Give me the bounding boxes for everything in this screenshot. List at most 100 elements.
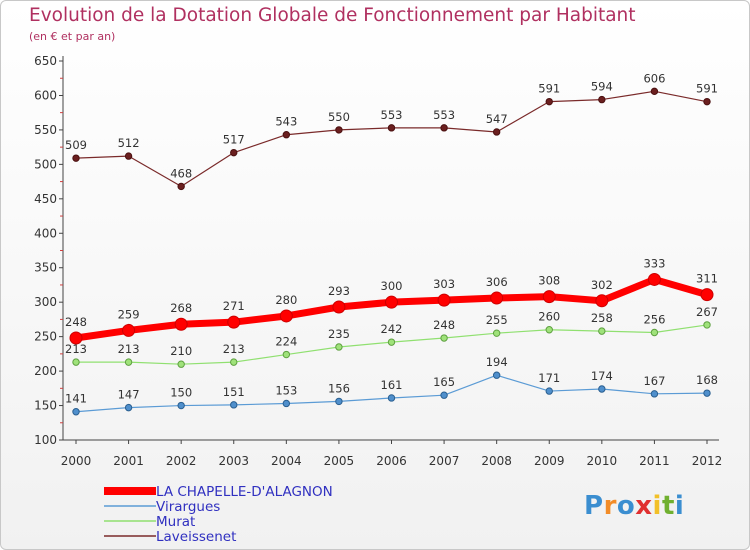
data-label: 213 (65, 342, 87, 356)
legend-item: Laveissenet (104, 530, 333, 545)
data-label: 260 (538, 310, 560, 324)
data-label: 543 (275, 115, 297, 129)
x-tick-label: 2006 (376, 454, 407, 468)
data-point (440, 124, 448, 132)
data-label: 509 (65, 138, 87, 152)
data-label: 308 (538, 274, 560, 288)
data-point (335, 126, 343, 134)
data-point (650, 87, 659, 96)
data-point (703, 321, 711, 329)
data-point (387, 124, 396, 132)
logo-letter: i (674, 491, 685, 521)
data-point (387, 338, 396, 346)
data-label: 268 (170, 301, 192, 315)
data-point (387, 394, 396, 402)
data-label: 302 (591, 278, 613, 292)
data-point (230, 401, 238, 409)
logo-letter: o (616, 491, 636, 521)
data-point (124, 358, 133, 366)
data-point (335, 397, 343, 406)
y-tick-label: 200 (34, 364, 57, 378)
x-tick-label: 2003 (218, 454, 249, 468)
data-point (650, 390, 659, 398)
data-label: 468 (170, 166, 192, 180)
x-tick-label: 2007 (429, 454, 460, 468)
data-label: 303 (433, 277, 455, 291)
legend-swatch (104, 483, 156, 502)
data-point (492, 128, 501, 136)
data-point (282, 350, 291, 359)
data-label: 161 (381, 378, 403, 392)
data-label: 235 (328, 327, 350, 341)
legend-label: Laveissenet (156, 529, 237, 545)
proxiti-logo: Proxiti (584, 491, 684, 521)
data-label: 210 (170, 344, 192, 358)
data-label: 147 (118, 388, 140, 402)
legend-label: Murat (156, 514, 196, 530)
legend-label: Virargues (156, 499, 221, 515)
data-point (440, 391, 448, 399)
data-point (595, 294, 609, 308)
data-point (124, 152, 133, 160)
data-point (282, 131, 291, 139)
x-tick-label: 2005 (324, 454, 355, 468)
data-label: 156 (328, 381, 350, 395)
data-point (385, 295, 398, 309)
data-point (72, 154, 80, 162)
x-tick-label: 2011 (639, 454, 670, 468)
data-label: 256 (643, 313, 665, 327)
data-point (174, 317, 188, 331)
data-point (124, 403, 133, 412)
data-label: 168 (696, 373, 718, 387)
data-label: 591 (696, 82, 718, 96)
legend-label: LA CHAPELLE-D'ALAGNON (156, 484, 333, 500)
y-tick-label: 350 (34, 261, 57, 275)
x-tick-label: 2008 (481, 454, 512, 468)
data-label: 591 (538, 82, 560, 96)
y-tick-label: 550 (34, 123, 57, 137)
data-label: 553 (381, 108, 403, 122)
logo-letter: t (661, 491, 675, 521)
data-label: 213 (118, 342, 140, 356)
data-label: 242 (381, 322, 403, 336)
data-point (230, 358, 238, 366)
data-point (282, 399, 291, 408)
data-point (227, 315, 241, 329)
data-label: 255 (486, 313, 508, 327)
legend-item: Virargues (104, 500, 333, 515)
y-tick-label: 600 (34, 88, 57, 102)
legend-item: Murat (104, 515, 333, 530)
y-tick-label: 300 (34, 295, 57, 309)
data-point (545, 387, 553, 395)
logo-letter: i (652, 491, 662, 521)
legend-item: LA CHAPELLE-D'ALAGNON (104, 485, 333, 500)
data-point (545, 97, 553, 106)
x-tick-label: 2010 (587, 454, 618, 468)
legend-swatch (104, 513, 156, 532)
data-label: 151 (223, 385, 245, 399)
data-point (122, 323, 136, 337)
data-label: 224 (275, 335, 297, 349)
y-tick-label: 450 (34, 192, 57, 206)
data-point (490, 291, 504, 305)
data-label: 606 (643, 71, 665, 85)
data-label: 153 (275, 383, 297, 397)
data-label: 213 (223, 342, 245, 356)
data-label: 194 (486, 355, 508, 369)
data-point (69, 331, 83, 345)
data-label: 258 (591, 311, 613, 325)
data-label: 547 (486, 112, 508, 126)
y-tick-label: 500 (34, 157, 57, 171)
data-point (542, 290, 556, 304)
data-point (177, 182, 185, 191)
legend: LA CHAPELLE-D'ALAGNON Virargues Murat La… (104, 485, 333, 545)
x-tick-label: 2002 (166, 454, 197, 468)
data-label: 271 (223, 299, 245, 313)
x-tick-label: 2004 (271, 454, 302, 468)
data-point (72, 408, 80, 416)
data-label: 248 (65, 315, 87, 329)
y-tick-label: 400 (34, 226, 57, 240)
data-label: 174 (591, 369, 613, 383)
data-point (492, 329, 501, 337)
